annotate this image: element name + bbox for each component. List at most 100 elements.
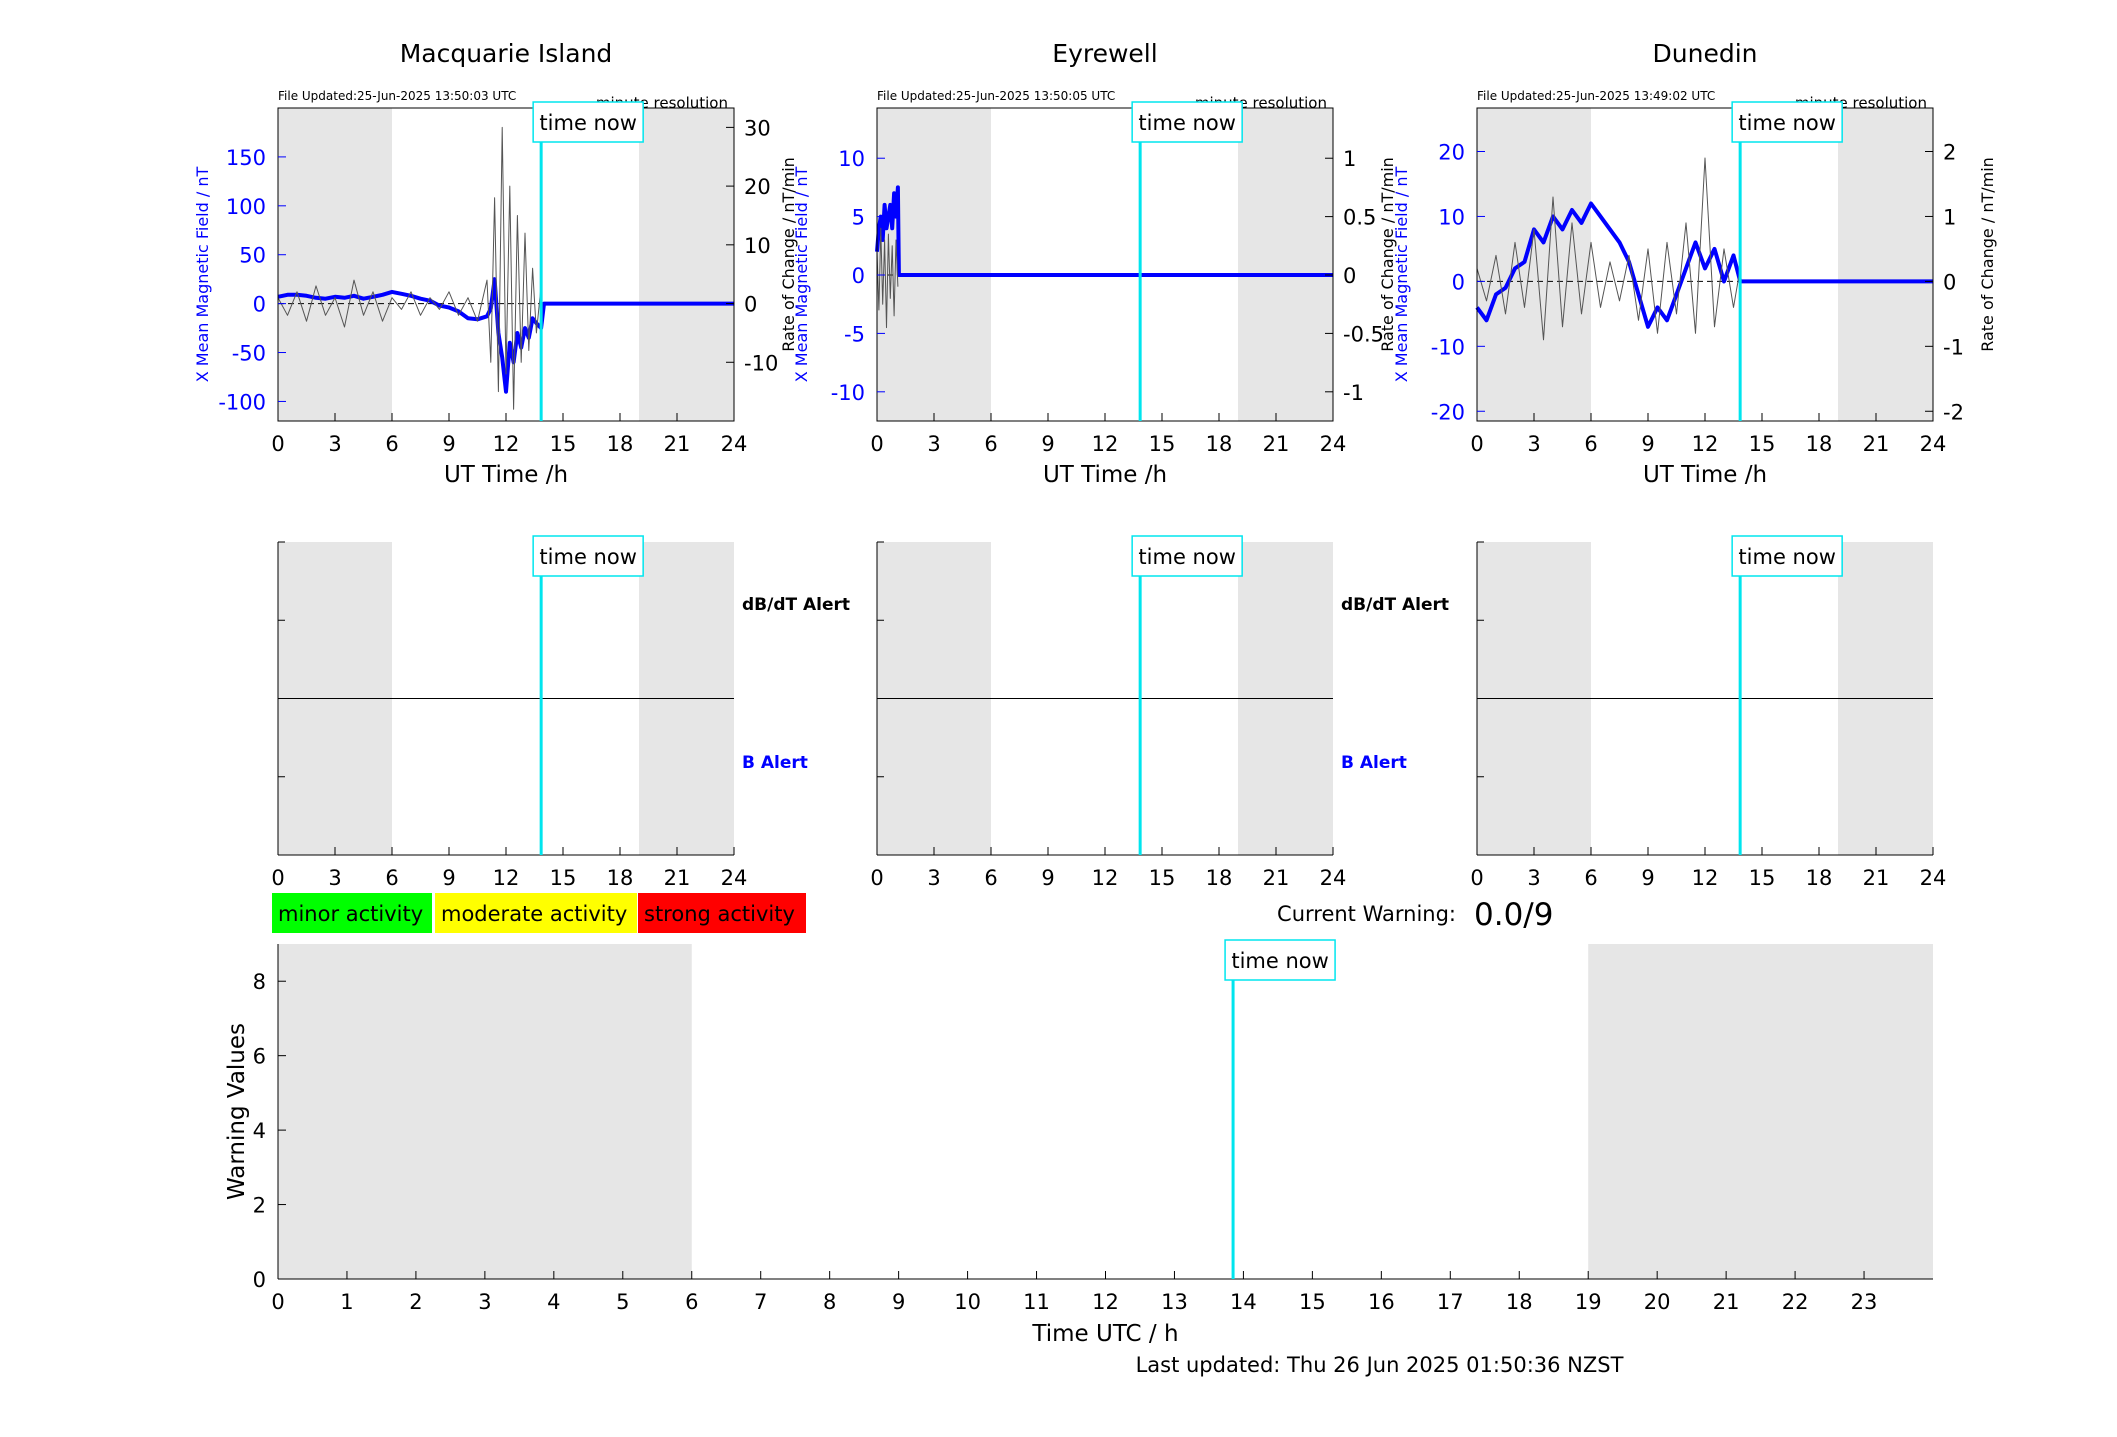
time-now-label: time now xyxy=(1738,545,1835,569)
y-tick-label-left: -50 xyxy=(232,342,266,366)
warning-x-tick-label: 10 xyxy=(954,1290,981,1314)
x-tick-label: 6 xyxy=(984,866,997,890)
legend-swatch-2 xyxy=(638,893,806,933)
x-tick-label: 3 xyxy=(1527,432,1540,456)
x-tick-label: 3 xyxy=(328,432,341,456)
x-tick-label: 6 xyxy=(1584,432,1597,456)
last-updated-label: Last updated: Thu 26 Jun 2025 01:50:36 N… xyxy=(1136,1353,1624,1377)
y-tick-label-right: -10 xyxy=(744,351,778,375)
time-now-label: time now xyxy=(539,111,636,135)
warning-x-tick-label: 18 xyxy=(1506,1290,1533,1314)
x-tick-label: 12 xyxy=(1692,866,1719,890)
x-axis-label: UT Time /h xyxy=(1643,462,1767,488)
warning-x-tick-label: 8 xyxy=(823,1290,836,1314)
time-now-label: time now xyxy=(1138,545,1235,569)
y-tick-label-right: 0 xyxy=(1943,270,1956,294)
x-tick-label: 24 xyxy=(1320,866,1347,890)
warning-x-tick-label: 1 xyxy=(340,1290,353,1314)
time-now-label: time now xyxy=(1231,949,1328,973)
legend-swatch-1 xyxy=(435,893,637,933)
warning-y-tick-label: 2 xyxy=(253,1194,266,1218)
alert-panel-1: 0 3 6 9 12 15 18 21 24 dB/dT Alert B Alert time now xyxy=(870,535,1449,890)
station-title: Dunedin xyxy=(1653,39,1758,68)
station-title: Macquarie Island xyxy=(400,39,613,68)
rate-of-change-series xyxy=(1476,157,1741,341)
time-now-label: time now xyxy=(1138,111,1235,135)
x-tick-label: 12 xyxy=(1092,432,1119,456)
y-tick-label-left: 0 xyxy=(852,264,865,288)
y-tick-label-right: 0 xyxy=(1343,264,1356,288)
warning-x-tick-label: 9 xyxy=(892,1290,905,1314)
y-tick-label-right: 2 xyxy=(1943,141,1956,165)
y-tick-label-right: 30 xyxy=(744,116,771,140)
night-shade xyxy=(639,108,734,421)
y-tick-label-left: -10 xyxy=(831,381,865,405)
b-alert-label: B Alert xyxy=(742,753,808,773)
x-tick-label: 0 xyxy=(271,866,284,890)
night-shade xyxy=(278,108,392,421)
x-tick-label: 6 xyxy=(385,432,398,456)
warning-x-tick-label: 21 xyxy=(1713,1290,1740,1314)
x-tick-label: 18 xyxy=(1806,866,1833,890)
x-tick-label: 3 xyxy=(927,866,940,890)
x-axis-label: UT Time /h xyxy=(444,462,568,488)
x-tick-label: 9 xyxy=(442,866,455,890)
alert-panel-2: 0 3 6 9 12 15 18 21 24 time now xyxy=(1470,535,1946,890)
y-tick-label-left: -10 xyxy=(1431,335,1465,359)
x-tick-label: 15 xyxy=(1749,866,1776,890)
warning-x-tick-label: 22 xyxy=(1782,1290,1809,1314)
time-now-box xyxy=(532,101,644,143)
rate-of-change-series xyxy=(277,126,542,410)
x-tick-label: 15 xyxy=(550,866,577,890)
warning-x-tick-label: 2 xyxy=(409,1290,422,1314)
current-warning-value: 0.0/9 xyxy=(1474,897,1553,933)
station-panel-2: 0 3 6 9 12 15 18 21 24-20-1001020-2-1012DunedinF… xyxy=(1392,39,1997,488)
x-tick-label: 15 xyxy=(550,432,577,456)
warning-x-tick-label: 19 xyxy=(1575,1290,1602,1314)
x-tick-label: 0 xyxy=(1470,866,1483,890)
x-tick-label: 21 xyxy=(1263,866,1290,890)
x-tick-label: 6 xyxy=(385,866,398,890)
x-tick-label: 24 xyxy=(1920,432,1947,456)
x-tick-label: 18 xyxy=(1806,432,1833,456)
y-tick-label-left: 100 xyxy=(226,195,266,219)
night-shade xyxy=(1238,108,1333,421)
x-tick-label: 3 xyxy=(927,432,940,456)
y-axis-label-left: X Mean Magnetic Field / nT xyxy=(1392,167,1411,383)
alert-panel-0: 0 3 6 9 12 15 18 21 24 dB/dT Alert B Alert time now xyxy=(271,535,850,890)
b-alert-label: B Alert xyxy=(1341,753,1407,773)
x-tick-label: 6 xyxy=(984,432,997,456)
x-tick-label: 9 xyxy=(1041,432,1054,456)
y-tick-label-right: -1 xyxy=(1943,335,1964,359)
y-axis-label-right: Rate of Change / nT/min xyxy=(779,157,798,352)
night-shade xyxy=(877,108,991,421)
time-now-label: time now xyxy=(539,545,636,569)
warning-x-tick-label: 20 xyxy=(1644,1290,1671,1314)
x-tick-label: 0 xyxy=(1470,432,1483,456)
x-tick-label: 21 xyxy=(1863,866,1890,890)
y-axis-label-left: X Mean Magnetic Field / nT xyxy=(193,167,212,383)
magnetic-field-series xyxy=(1475,201,1933,329)
warning-x-tick-label: 6 xyxy=(685,1290,698,1314)
y-tick-label-left: 10 xyxy=(1438,205,1465,229)
dbdt-alert-label: dB/dT Alert xyxy=(1341,595,1449,615)
night-shade xyxy=(1838,108,1933,421)
night-shade xyxy=(1477,108,1591,421)
y-tick-label-left: 50 xyxy=(239,244,266,268)
file-updated-label: File Updated:25-Jun-2025 13:50:03 UTC xyxy=(278,89,516,103)
warning-y-axis-label: Warning Values xyxy=(224,1023,250,1200)
time-now-box xyxy=(1224,939,1336,981)
station-title: Eyrewell xyxy=(1052,39,1157,68)
x-tick-label: 0 xyxy=(870,866,883,890)
y-tick-label-right: 0.5 xyxy=(1343,206,1376,230)
magnetic-field-series xyxy=(277,277,734,394)
night-shade xyxy=(278,944,692,1279)
warning-x-tick-label: 12 xyxy=(1092,1290,1119,1314)
legend-label-1: moderate activity xyxy=(441,902,627,926)
x-tick-label: 15 xyxy=(1749,432,1776,456)
warning-x-tick-label: 11 xyxy=(1023,1290,1050,1314)
x-tick-label: 24 xyxy=(1320,432,1347,456)
x-tick-label: 15 xyxy=(1149,866,1176,890)
x-tick-label: 9 xyxy=(442,432,455,456)
x-tick-label: 9 xyxy=(1641,866,1654,890)
